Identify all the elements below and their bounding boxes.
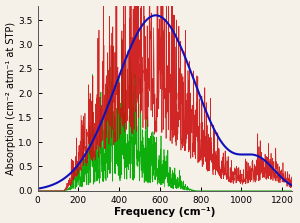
Y-axis label: Absorption (cm⁻² atm⁻¹ at STP): Absorption (cm⁻² atm⁻¹ at STP) — [6, 22, 16, 175]
X-axis label: Frequency (cm⁻¹): Frequency (cm⁻¹) — [114, 207, 216, 217]
